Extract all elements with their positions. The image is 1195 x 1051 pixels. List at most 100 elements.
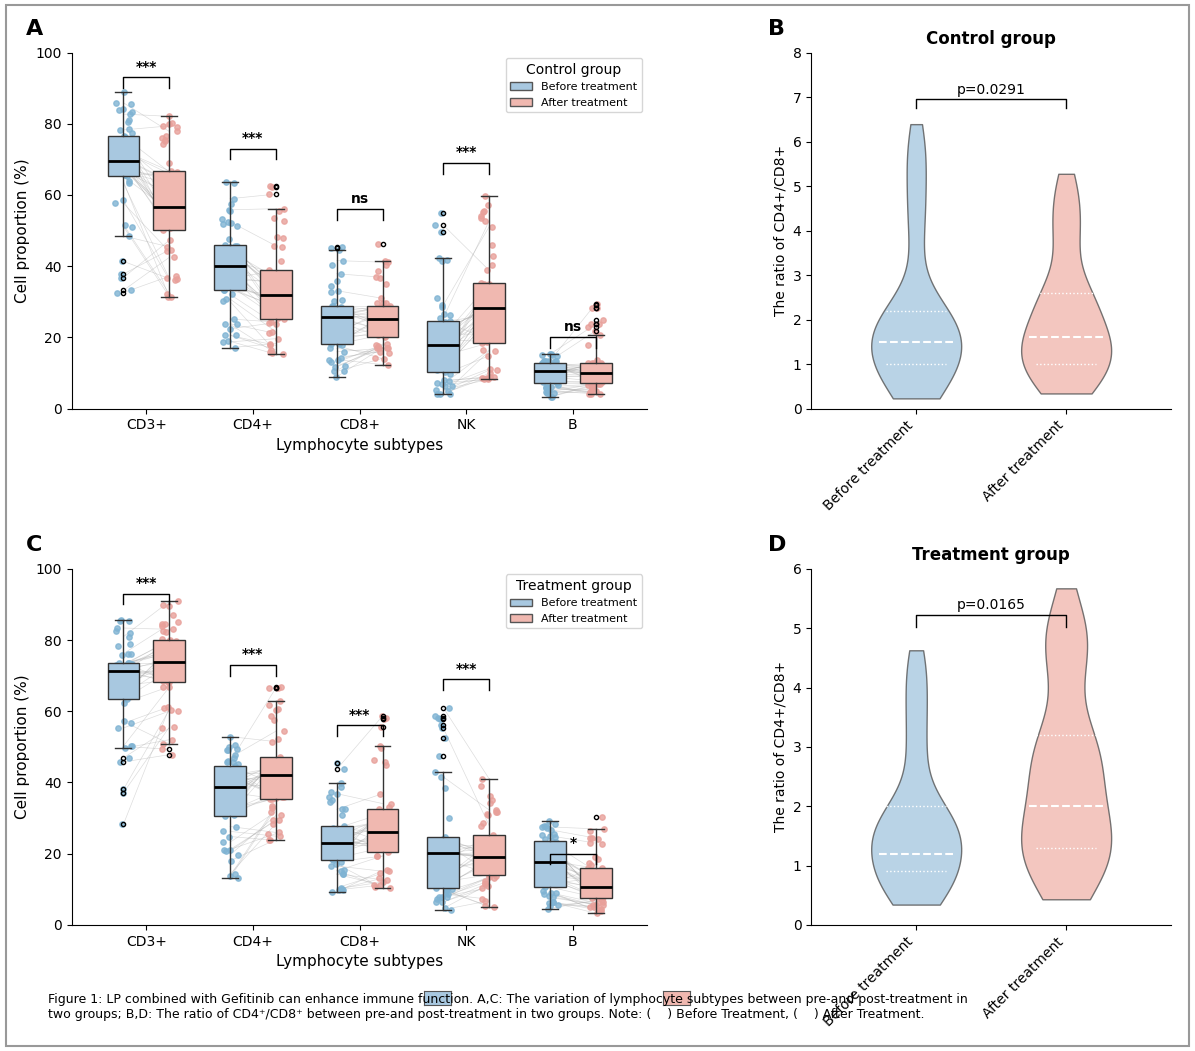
Point [167,656,186,673]
Point [258,825,277,842]
Point [213,279,232,295]
Point [264,816,283,832]
Point [152,617,171,634]
Point [115,166,134,183]
Point [541,363,560,379]
Point [484,870,503,887]
Point [430,844,449,861]
Point [484,295,503,312]
Point [227,238,246,254]
Point [320,821,339,838]
Point [592,356,611,373]
Point [437,888,456,905]
Point [110,686,129,703]
Point [336,326,355,343]
Point [479,275,498,292]
Point [370,270,390,287]
Point [333,866,353,883]
Point [535,845,554,862]
Point [219,774,238,790]
Point [376,709,396,726]
Point [594,881,613,898]
Point [472,842,491,859]
Point [593,897,612,913]
Point [484,849,503,866]
Point [220,230,239,247]
Point [227,740,246,757]
Point [160,598,179,615]
Point [215,808,234,825]
Point [220,202,239,219]
Point [263,798,282,815]
Point [116,143,135,160]
Point [153,136,172,152]
Point [223,263,243,280]
Point [483,848,502,865]
Point [537,353,556,370]
Point [321,838,341,854]
Point [262,179,281,195]
Point [108,620,127,637]
Point [427,844,446,861]
Point [274,230,293,247]
Point [122,143,141,160]
Point [488,849,507,866]
Point [214,833,233,850]
Point [160,674,179,691]
Point [111,133,130,150]
Point [538,857,557,873]
Point [120,655,139,672]
PathPatch shape [261,270,292,318]
Point [269,680,288,697]
Point [592,354,611,371]
Text: ***: *** [243,131,264,145]
Point [272,239,292,255]
Point [428,360,447,377]
Point [228,869,247,886]
Point [472,209,491,226]
Point [378,844,397,861]
Point [259,262,278,279]
X-axis label: Lymphocyte subtypes: Lymphocyte subtypes [276,954,443,969]
Point [483,791,502,808]
Point [478,806,497,823]
Point [152,720,171,737]
Point [327,329,347,346]
Point [546,833,565,850]
Point [118,645,137,662]
Point [329,351,348,368]
Text: ***: *** [455,145,477,160]
Point [225,190,244,207]
Point [589,366,608,383]
Point [220,868,239,885]
Point [549,897,568,913]
Point [121,645,140,662]
Point [261,313,280,330]
Point [543,854,562,871]
Point [373,807,392,824]
Point [225,310,244,327]
Point [332,304,351,321]
Point [215,245,234,262]
Point [477,805,496,822]
Point [541,378,560,395]
Point [332,337,351,354]
Point [154,660,173,677]
Point [226,758,245,775]
Point [110,678,129,695]
Point [478,834,497,851]
Point [541,884,560,901]
Point [433,320,452,336]
Point [433,331,452,348]
Point [112,612,131,628]
Point [374,710,393,727]
Point [220,828,239,845]
Point [434,306,453,323]
Point [112,266,131,283]
Point [474,308,494,325]
Point [480,360,500,377]
Point [324,820,343,837]
Point [274,786,293,803]
Point [541,345,560,362]
Point [121,156,140,172]
